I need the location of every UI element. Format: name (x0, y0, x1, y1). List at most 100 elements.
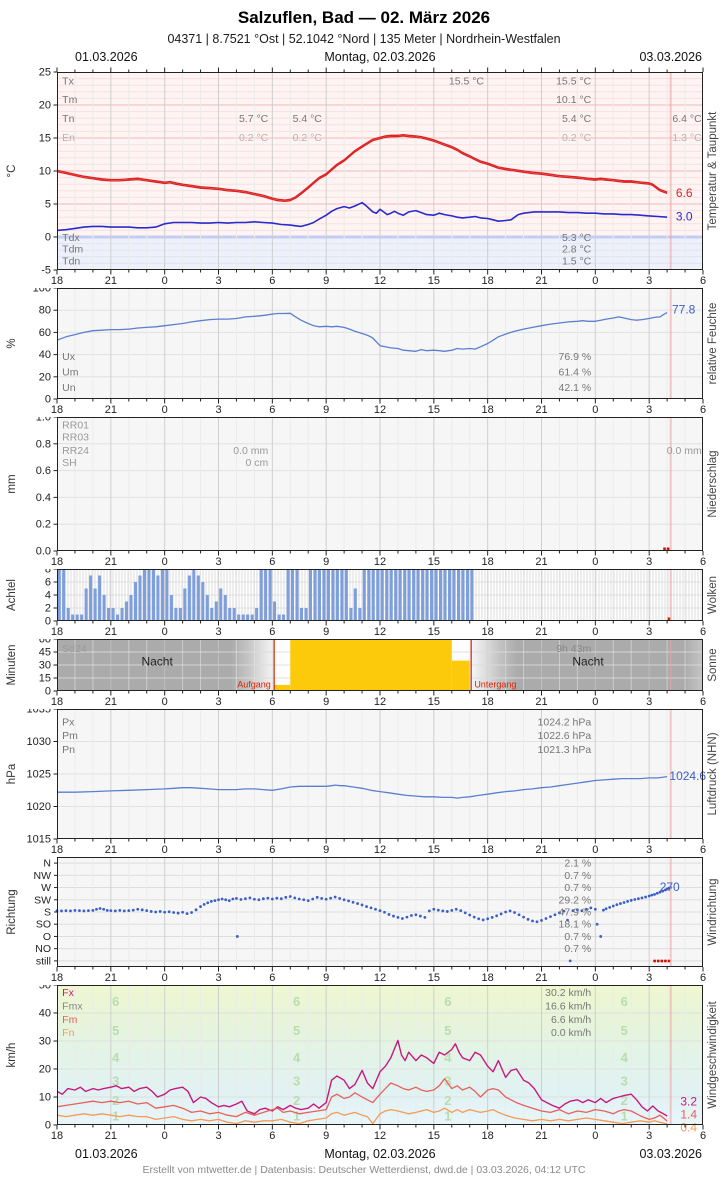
beaufort-number: 6 (293, 994, 300, 1009)
svg-text:10.1 °C: 10.1 °C (556, 94, 592, 106)
y-tick-label: 30 (39, 660, 51, 672)
hour-tick-label: 21 (535, 275, 547, 287)
hour-tick-label: 18 (51, 275, 63, 287)
hour-tick-label: 18 (51, 556, 63, 568)
hour-tick-label: 21 (535, 556, 547, 568)
hour-tick-label: 15 (428, 1130, 440, 1142)
hour-tick-label: 0 (592, 556, 598, 568)
hour-tick-label: 0 (162, 972, 168, 984)
hour-tick-label: 3 (646, 404, 652, 416)
svg-text:2.1 %: 2.1 % (564, 858, 591, 870)
y-axis-title-left: hPa (6, 763, 18, 784)
hour-tick-label: 6 (269, 275, 275, 287)
recent-obs-mark (663, 547, 666, 551)
beaufort-number: 6 (621, 994, 628, 1009)
y-tick-label: 50 (39, 985, 51, 992)
svg-text:Um: Um (62, 366, 79, 378)
svg-text:0.0 km/h: 0.0 km/h (551, 1027, 591, 1039)
date-label-right: 03.03.2026 (639, 50, 702, 64)
svg-text:2.8 °C: 2.8 °C (562, 244, 592, 256)
hour-tick-label: 18 (51, 404, 63, 416)
beaufort-number: 3 (444, 1074, 451, 1089)
hour-tick-label: 0 (592, 1130, 598, 1142)
svg-text:Tdn: Tdn (62, 256, 80, 268)
y-tick-label: 15 (39, 673, 51, 685)
y-tick-label: 0.4 (36, 492, 51, 504)
svg-text:0.2 °C: 0.2 °C (293, 132, 323, 144)
y-tick-label: 1.0 (36, 417, 51, 424)
svg-text:61.4 %: 61.4 % (559, 366, 592, 378)
hour-tick-label: 0 (592, 275, 598, 287)
y-tick-label: 20 (39, 100, 51, 112)
hour-tick-label: 6 (269, 844, 275, 856)
date-label-center: Montag, 02.03.2026 (324, 1147, 436, 1161)
y-tick-label: SW (34, 894, 51, 906)
svg-text:5.3 °C: 5.3 °C (562, 232, 592, 244)
y-axis-title-right: Temperatur & Taupunkt (707, 111, 719, 230)
y-axis-title-right: Luftdruck (NHN) (707, 732, 719, 815)
hour-tick-label: 6 (700, 626, 706, 638)
hour-tick-label: 3 (215, 696, 221, 708)
panel-annotations: Ux Um Un 76.9 % 61.4 % 42.1 % 77.8 (62, 303, 696, 394)
beaufort-number: 5 (112, 1023, 119, 1038)
hour-tick-label: 6 (700, 556, 706, 568)
svg-text:0.0 mm: 0.0 mm (667, 445, 702, 457)
y-tick-label: -5 (41, 265, 51, 277)
hour-tick-label: 0 (162, 556, 168, 568)
svg-text:Nacht: Nacht (141, 654, 173, 668)
beaufort-number: 4 (444, 1050, 452, 1065)
beaufort-number: 5 (293, 1023, 300, 1038)
beaufort-number: 1 (621, 1109, 628, 1124)
hour-tick-label: 21 (535, 972, 547, 984)
y-tick-label: 1035 (27, 709, 51, 716)
sunshine-bar (451, 660, 470, 691)
hour-tick-label: 18 (51, 972, 63, 984)
hour-tick-label: 0 (592, 844, 598, 856)
date-row-bottom: 01.03.2026 Montag, 02.03.2026 03.03.2026 (0, 1147, 728, 1163)
hour-tick-label: 6 (269, 696, 275, 708)
hour-tick-label: 0 (592, 626, 598, 638)
hour-tick-label: 6 (269, 404, 275, 416)
svg-text:15.5 °C: 15.5 °C (556, 75, 592, 87)
hour-tick-label: 3 (646, 626, 652, 638)
svg-text:En: En (62, 132, 75, 144)
svg-text:6.4 °C: 6.4 °C (672, 113, 702, 125)
hour-tick-label: 3 (215, 972, 221, 984)
y-tick-label: 0 (45, 232, 51, 244)
beaufort-number: 4 (293, 1050, 301, 1065)
date-label-left: 01.03.2026 (75, 1147, 138, 1161)
hour-tick-label: 0 (162, 844, 168, 856)
y-tick-label: SO (36, 919, 51, 931)
sunshine-bar (274, 684, 291, 691)
series-Fx (56, 1039, 668, 1117)
svg-text:5.4 °C: 5.4 °C (562, 113, 592, 125)
svg-text:Fm: Fm (62, 1014, 77, 1026)
y-tick-label: 15 (39, 133, 51, 145)
series-Temperatur (56, 133, 668, 201)
svg-text:SH: SH (62, 457, 77, 469)
y-tick-label: 6 (45, 577, 51, 589)
hour-tick-label: 12 (374, 404, 386, 416)
svg-text:Tn: Tn (62, 113, 74, 125)
calm-mark (667, 959, 671, 963)
hour-tick-label: 9 (323, 556, 329, 568)
footer-credit: Erstellt von mtwetter.de | Datenbasis: D… (142, 1164, 586, 1176)
beaufort-number: 2 (293, 1093, 300, 1108)
hour-tick-label: 21 (535, 1130, 547, 1142)
hour-tick-label: 12 (374, 556, 386, 568)
svg-text:1021.3 hPa: 1021.3 hPa (538, 744, 592, 756)
svg-text:Pm: Pm (62, 730, 78, 742)
y-tick-label: 30 (39, 1036, 51, 1048)
svg-text:0.7 %: 0.7 % (564, 943, 591, 955)
beaufort-number: 5 (444, 1023, 451, 1038)
y-axis-title-left: °C (6, 165, 18, 178)
calm-mark (660, 959, 664, 963)
hour-tick-label: 9 (323, 972, 329, 984)
y-tick-label: 20 (39, 371, 51, 383)
beaufort-number: 5 (621, 1023, 628, 1038)
beaufort-number: 1 (293, 1109, 300, 1124)
hour-tick-label: 6 (700, 696, 706, 708)
